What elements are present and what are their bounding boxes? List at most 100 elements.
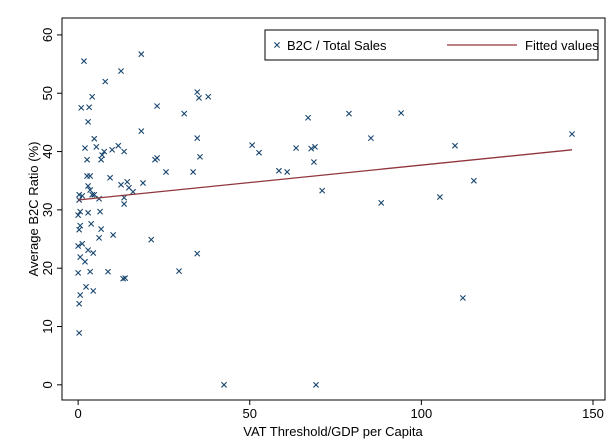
scatter-point — [82, 258, 88, 265]
scatter-point — [91, 191, 98, 198]
scatter-point — [275, 167, 282, 174]
scatter-point — [85, 247, 92, 254]
scatter-point — [124, 178, 131, 185]
x-axis-label: VAT Threshold/GDP per Capita — [243, 424, 423, 439]
scatter-point — [76, 300, 83, 307]
scatter-point — [99, 152, 106, 159]
scatter-point — [101, 148, 108, 155]
scatter-point — [75, 212, 82, 219]
scatter-point — [89, 93, 96, 100]
scatter-point — [367, 135, 374, 142]
scatter-point — [110, 231, 117, 238]
scatter-point — [470, 177, 477, 184]
scatter-point — [256, 149, 263, 156]
scatter-point — [76, 329, 83, 336]
scatter-point — [249, 142, 256, 149]
y-tick-label: 20 — [40, 261, 55, 275]
y-tick-label: 60 — [40, 28, 55, 42]
y-tick-label: 40 — [40, 144, 55, 158]
scatter-point — [345, 110, 352, 117]
scatter-point — [138, 128, 145, 135]
x-tick-label: 50 — [243, 406, 257, 421]
scatter-point — [83, 283, 90, 290]
scatter-point — [90, 287, 97, 294]
scatter-point — [85, 182, 92, 189]
scatter-point — [75, 269, 82, 276]
scatter-point — [75, 243, 82, 250]
scatter-point — [77, 222, 84, 229]
scatter-point — [569, 131, 576, 138]
scatter-point — [154, 154, 161, 161]
scatter-point — [84, 156, 91, 163]
scatter-point — [118, 181, 125, 188]
scatter-point — [90, 250, 97, 257]
scatter-point — [378, 199, 385, 206]
scatter-point — [459, 294, 466, 301]
scatter-point — [89, 191, 96, 198]
scatter-point — [194, 250, 201, 257]
scatter-point — [205, 93, 212, 100]
scatter-point — [398, 110, 405, 117]
scatter-point — [118, 68, 125, 75]
legend-label: Fitted values — [525, 38, 599, 53]
scatter-point — [195, 94, 202, 101]
scatter-point — [76, 191, 83, 198]
scatter-point — [436, 194, 443, 201]
y-axis-label: Average B2C Ratio (%) — [26, 142, 41, 277]
scatter-point — [121, 201, 128, 208]
scatter-point — [85, 209, 92, 216]
scatter-point — [284, 168, 291, 175]
scatter-point — [79, 192, 86, 199]
y-tick-label: 10 — [40, 319, 55, 333]
legend-label: B2C / Total Sales — [287, 38, 387, 53]
scatter-point — [452, 142, 458, 149]
scatter-point — [305, 114, 312, 121]
scatter-point — [313, 381, 319, 388]
y-tick-label: 50 — [40, 86, 55, 100]
scatter-point — [293, 145, 300, 152]
legend-marker — [274, 42, 280, 48]
scatter-point — [98, 156, 105, 163]
scatter-point — [96, 234, 103, 241]
scatter-point — [87, 173, 94, 180]
scatter-point — [140, 180, 146, 187]
scatter-point — [181, 110, 188, 117]
scatter-point — [97, 208, 104, 215]
scatter-point — [85, 118, 92, 125]
scatter-point — [154, 103, 161, 110]
fitted-line — [78, 149, 573, 201]
scatter-point — [196, 153, 203, 160]
scatter-point — [308, 145, 315, 152]
scatter-point — [82, 145, 88, 152]
scatter-point — [87, 268, 94, 275]
x-tick-label: 150 — [582, 406, 604, 421]
scatter-point — [176, 268, 183, 275]
scatter-point — [163, 168, 169, 175]
scatter-point — [86, 104, 93, 111]
scatter-point — [121, 148, 128, 155]
scatter-point — [93, 143, 100, 150]
scatter-point — [102, 78, 109, 85]
scatter-point — [138, 51, 145, 58]
x-tick-label: 0 — [75, 406, 82, 421]
scatter-point — [80, 58, 87, 65]
scatter-point — [88, 220, 95, 227]
scatter-point — [120, 275, 127, 282]
scatter-point — [190, 168, 197, 175]
scatter-point — [91, 135, 98, 142]
scatter-point — [79, 240, 86, 247]
scatter-point — [194, 89, 201, 96]
scatter-point — [194, 135, 201, 142]
scatter-point — [311, 143, 318, 150]
scatter-point — [77, 254, 84, 261]
scatter-point — [319, 187, 326, 194]
scatter-point — [77, 292, 84, 299]
scatter-point — [87, 187, 94, 194]
scatter-point — [130, 188, 137, 195]
y-tick-label: 0 — [40, 381, 55, 388]
scatter-point — [310, 159, 317, 166]
scatter-point — [98, 226, 105, 233]
